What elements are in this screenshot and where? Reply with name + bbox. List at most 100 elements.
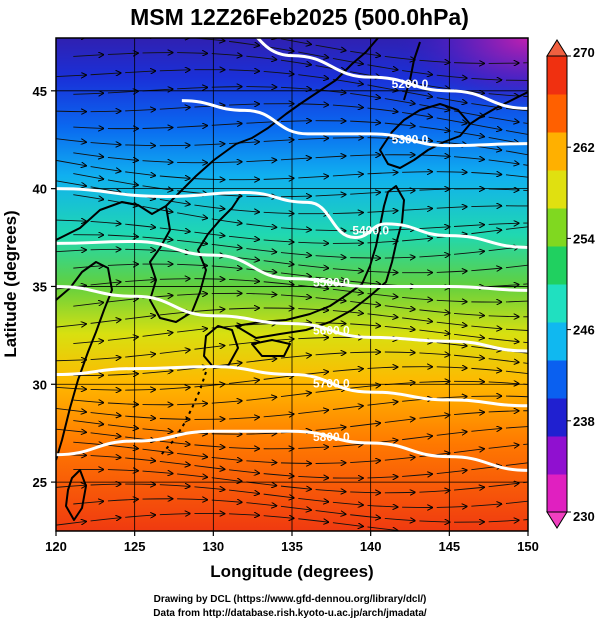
streamline-arrow: [142, 237, 173, 240]
x-axis-ticks: 120 125 130 135 140 145 150: [45, 531, 539, 554]
streamline-arrow: [90, 389, 121, 390]
streamline-arrow: [523, 283, 528, 285]
colorbar-min-arrow: [546, 511, 568, 529]
streamline-arrow: [229, 104, 259, 105]
streamline-arrow: [280, 158, 311, 160]
y-tick-label: 40: [33, 182, 47, 197]
streamline-arrow: [56, 387, 86, 389]
streamline-arrow: [436, 117, 467, 123]
streamline-arrow: [384, 419, 415, 423]
streamline-arrow: [315, 230, 346, 231]
streamline-arrow: [488, 223, 519, 224]
streamline-arrow: [159, 227, 190, 232]
y-tick-label: 35: [33, 279, 47, 294]
streamline-arrow: [229, 514, 259, 516]
streamline-arrow: [367, 293, 398, 297]
streamline-arrow: [384, 98, 415, 104]
streamline-arrow: [90, 432, 121, 437]
coastlines: [56, 38, 528, 521]
contour-line: [56, 239, 528, 292]
streamline-arrow: [90, 320, 121, 324]
streamline-arrow: [402, 297, 432, 300]
streamline-arrow: [263, 260, 294, 265]
streamline-arrow: [350, 385, 380, 389]
streamline-arrow: [263, 282, 294, 285]
streamline-arrow: [246, 293, 276, 294]
streamline-arrow: [367, 107, 398, 112]
streamline-arrow: [73, 501, 103, 504]
streamline-arrow: [107, 235, 138, 237]
streamline-arrow: [505, 150, 528, 156]
streamline-arrow: [229, 417, 259, 419]
streamline-arrow: [125, 71, 155, 73]
streamline-arrow: [419, 381, 449, 382]
streamline-arrow: [298, 309, 328, 311]
streamline-arrow: [332, 288, 363, 293]
streamline-arrow: [488, 316, 519, 317]
coastline-sakhalin: [403, 41, 421, 101]
streamline-arrow: [471, 123, 501, 130]
streamline-arrow: [177, 126, 207, 128]
streamline-arrow: [56, 75, 86, 77]
streamline-arrow: [367, 172, 398, 173]
streamline-arrow: [350, 492, 380, 493]
streamline-arrow: [505, 226, 528, 230]
streamline-arrow: [505, 108, 528, 112]
streamline-arrow: [177, 294, 207, 295]
streamline-arrow: [229, 342, 259, 346]
streamline-arrow: [246, 461, 276, 463]
streamline-arrow: [280, 87, 311, 89]
streamline-arrow: [367, 271, 398, 272]
streamline-arrow: [56, 407, 86, 412]
x-tick-label: 135: [281, 539, 303, 554]
streamline-arrow: [350, 192, 380, 194]
colorbar-tick-label: 254: [573, 231, 595, 246]
y-axis-ticks: 25 30 35 40 45: [33, 84, 56, 490]
streamline-arrow: [194, 445, 224, 447]
streamline-arrow: [194, 279, 224, 280]
streamline-arrow: [350, 514, 380, 518]
x-tick-label: 125: [124, 539, 146, 554]
streamline-arrow: [419, 227, 449, 229]
streamline-arrow: [505, 426, 528, 429]
streamline-arrow: [315, 323, 346, 324]
streamline-arrow: [73, 152, 103, 157]
streamline-arrow: [194, 309, 224, 311]
streamline-arrow: [194, 487, 224, 490]
streamline-arrow: [229, 308, 259, 309]
colorbar-tick-label: 262: [573, 140, 595, 155]
streamline-arrow: [350, 92, 380, 97]
coastline-korean-peninsula: [149, 195, 241, 323]
streamline-arrow: [436, 75, 467, 78]
streamline-arrow: [367, 138, 398, 139]
streamline-arrow: [315, 156, 346, 158]
streamline-arrow: [332, 369, 363, 372]
streamline-arrow: [419, 309, 449, 313]
streamline-arrow: [298, 518, 328, 522]
streamline-arrow: [177, 499, 207, 500]
contour-line: [255, 38, 528, 110]
streamline-arrow: [159, 460, 190, 465]
streamline-arrow: [263, 71, 294, 74]
streamline-arrow: [350, 423, 380, 428]
streamline-arrow: [315, 194, 346, 195]
streamline-arrow: [384, 352, 415, 353]
streamline-arrow: [419, 329, 449, 334]
streamline-arrow: [246, 55, 276, 59]
streamline-arrow: [56, 521, 86, 526]
x-tick-label: 140: [360, 539, 382, 554]
streamline-arrow: [246, 160, 276, 162]
y-axis-label: Latitude (degrees): [1, 210, 20, 357]
streamline-arrow: [402, 317, 432, 322]
streamline-arrow: [90, 282, 121, 285]
colorbar-segment: [547, 170, 567, 209]
streamline-arrow: [419, 104, 449, 111]
streamline-arrow: [350, 324, 380, 326]
streamline-arrow: [280, 505, 311, 510]
streamline-arrow: [90, 412, 121, 416]
streamline-arrow: [471, 536, 501, 537]
streamline-arrow: [315, 427, 346, 431]
streamline-arrow: [332, 502, 363, 505]
streamline-arrow: [471, 504, 501, 506]
streamline-arrow: [229, 448, 259, 449]
